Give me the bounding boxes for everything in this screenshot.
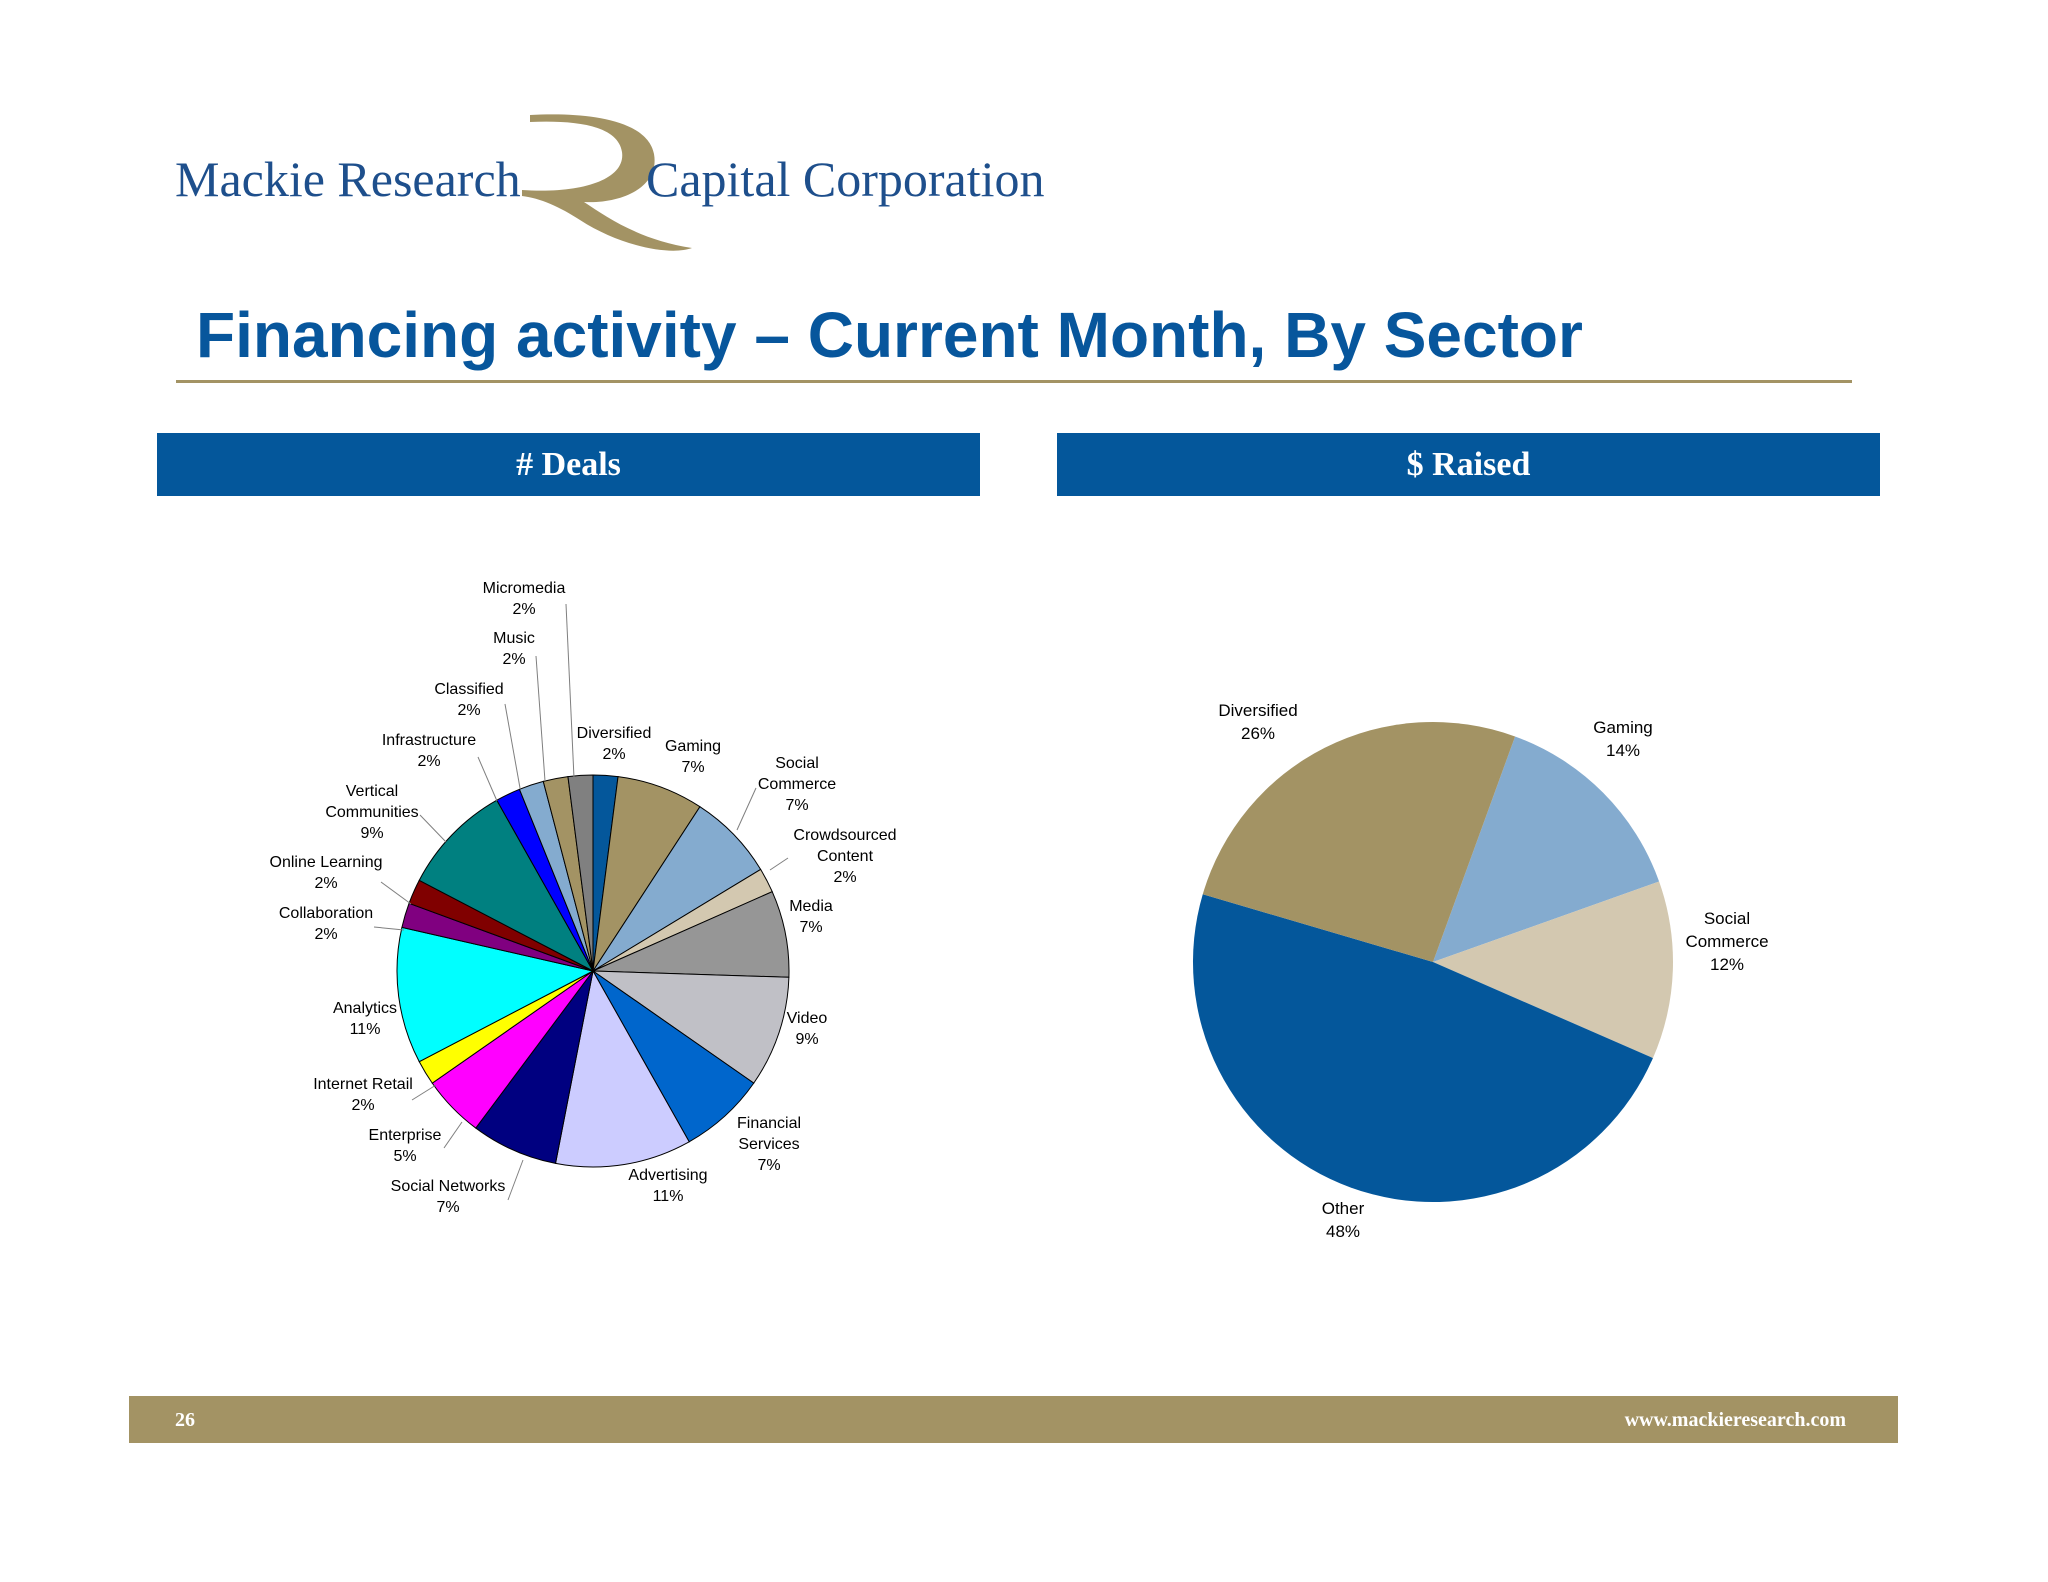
deals-label-internet-retail: Internet Retail 2% (313, 1076, 413, 1114)
title-divider (176, 380, 1852, 383)
deals-label-analytics: Analytics 11% (333, 1000, 397, 1038)
deals-panel-header: # Deals (157, 433, 980, 496)
deals-label-classified: Classified 2% (434, 681, 503, 719)
deals-label-collaboration: Collaboration 2% (279, 905, 373, 943)
footer-bar: 26 www.mackieresearch.com (129, 1396, 1898, 1443)
page-number: 26 (175, 1409, 195, 1431)
deals-slice-vertical-communities (418, 799, 595, 973)
website-link[interactable]: www.mackieresearch.com (1624, 1409, 1846, 1431)
raised-label-gaming: Gaming 14% (1593, 718, 1653, 760)
deals-leader-classified (504, 703, 521, 789)
deals-label-social-networks: Social Networks 7% (391, 1178, 506, 1216)
raised-label-diversified: Diversified 26% (1218, 701, 1297, 743)
deals-label-online-learning: Online Learning 2% (270, 854, 383, 892)
deals-leader-music (535, 655, 546, 782)
deals-leader-micromedia (565, 603, 575, 779)
deals-label-crowdsourced-content: Crowdsourced Content 2% (793, 827, 896, 886)
raised-pie-labels: Gaming 14% Social Commerce 12% Other 48% Divers… (1218, 701, 1768, 1241)
deals-leader-online-learning (380, 881, 412, 905)
deals-leader-social-networks (507, 1159, 524, 1201)
deals-label-media: Media 7% (789, 898, 833, 936)
deals-label-infrastructure: Infrastructure 2% (382, 732, 476, 770)
deals-slice-analytics (396, 926, 595, 1063)
deals-label-diversified: Diversified 2% (577, 725, 652, 763)
deals-label-micromedia: Micromedia 2% (483, 580, 566, 618)
raised-slice-social-commerce (1433, 881, 1673, 1059)
deals-leader-social-commerce (736, 787, 757, 831)
deals-label-vertical-communities: Vertical Communities 9% (325, 783, 418, 842)
raised-label-social-commerce: Social Commerce 12% (1685, 909, 1768, 974)
raised-pie-chart (1192, 721, 1673, 1203)
deals-label-financial-services: Financial Services 7% (737, 1115, 801, 1174)
deals-slice-video (591, 970, 790, 1084)
deals-slice-advertising (554, 969, 690, 1168)
deals-leader-internet-retail (411, 1084, 437, 1101)
logo-text-right: Capital Corporation (646, 151, 1045, 207)
logo-text-left: Mackie Research (175, 151, 521, 207)
raised-slice-other (1192, 894, 1653, 1203)
logo-r-mark-icon (522, 114, 692, 251)
deals-label-music: Music 2% (493, 630, 535, 668)
raised-label-other: Other 48% (1322, 1199, 1365, 1241)
deals-leader-enterprise (443, 1121, 463, 1149)
deals-label-enterprise: Enterprise 5% (369, 1127, 442, 1165)
raised-panel-header: $ Raised (1057, 433, 1880, 496)
deals-pie-chart (396, 774, 790, 1168)
deals-leader-infrastructure (477, 756, 498, 802)
deals-label-social-commerce: Social Commerce 7% (758, 755, 836, 814)
deals-label-advertising: Advertising 11% (628, 1167, 707, 1205)
company-logo: Mackie Research Capital Corporation (170, 112, 1070, 262)
deals-label-gaming: Gaming 7% (665, 738, 721, 776)
raised-slice-gaming (1433, 736, 1660, 962)
deals-slice-micromedia (567, 774, 594, 972)
raised-slice-diversified (1202, 721, 1516, 962)
deals-label-video: Video 9% (787, 1010, 828, 1048)
deals-leader-vertical-communities (419, 814, 447, 843)
page-title: Financing activity – Current Month, By S… (196, 299, 1583, 371)
deals-leader-crowdsourced-content (769, 857, 789, 871)
deals-pie-labels: Diversified 2% Gaming 7% Social Commerce 7% Cro… (270, 580, 897, 1216)
deals-leader-collaboration (373, 926, 405, 931)
